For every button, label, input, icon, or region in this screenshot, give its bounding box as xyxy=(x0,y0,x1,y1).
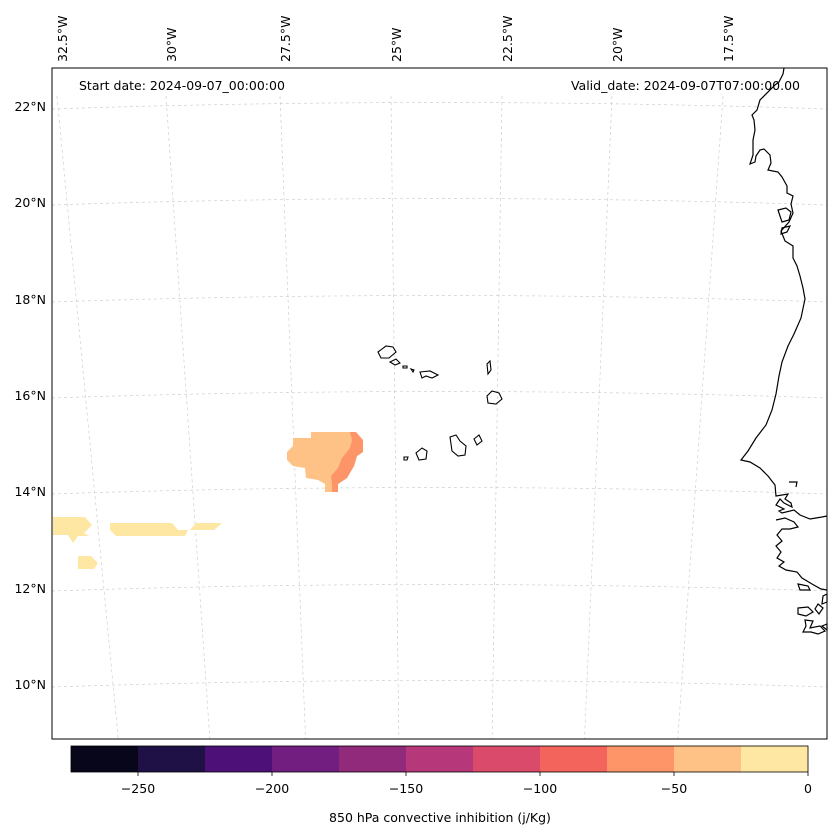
coastline-main xyxy=(739,67,828,520)
island-sal xyxy=(486,359,492,376)
colorbar-tick-label: −150 xyxy=(389,781,423,796)
colorbar-segment xyxy=(138,746,206,772)
parallel-line xyxy=(51,487,828,495)
island-sao-vicente xyxy=(388,358,401,366)
cape-verde-islands xyxy=(377,345,503,461)
colorbar-segment xyxy=(473,746,541,772)
map-border xyxy=(51,67,828,740)
lon-tick-label: 25°W xyxy=(389,27,404,62)
colorbar-segment xyxy=(540,746,608,772)
lon-tick-label: 27.5°W xyxy=(278,16,293,62)
cin-patch-west-1 xyxy=(53,517,92,543)
cin-patch-west-2 xyxy=(110,523,222,536)
colorbar-segment xyxy=(205,746,273,772)
parallel-line xyxy=(51,198,828,206)
meridian-line xyxy=(56,95,119,740)
colorbar-segment xyxy=(71,746,139,772)
island-santa-luzia xyxy=(402,365,408,369)
island-santiago xyxy=(449,434,467,457)
colorbar-tick-label: 0 xyxy=(804,781,812,796)
colorbar-segment xyxy=(272,746,340,772)
island-boa-vista xyxy=(486,390,503,405)
parallel-line xyxy=(51,295,828,303)
meridian-line xyxy=(279,95,306,740)
lon-tick-label: 20°W xyxy=(610,27,625,62)
lon-tick-label: 32.5°W xyxy=(55,16,70,62)
lat-tick-label: 16°N xyxy=(14,388,46,403)
cin-patch-west-3 xyxy=(78,556,98,569)
lon-tick-label: 30°W xyxy=(164,27,179,62)
colorbar xyxy=(70,745,809,776)
colorbar-label: 850 hPa convective inhibition (j/Kg) xyxy=(329,810,551,825)
island-fogo xyxy=(415,447,428,461)
cin-patch-central-core xyxy=(331,432,363,492)
colorbar-segment xyxy=(339,746,407,772)
island-maio xyxy=(473,434,483,446)
island-santo-antao xyxy=(377,345,397,359)
lat-tick-label: 12°N xyxy=(14,581,46,596)
meridian-line xyxy=(165,95,211,740)
lat-tick-label: 20°N xyxy=(14,195,46,210)
map-background xyxy=(52,68,827,739)
colorbar-tick-labels: −250 −200 −150 −100 −50 0 xyxy=(121,781,812,796)
start-date-annotation: Start date: 2024-09-07_00:00:00 xyxy=(79,78,285,93)
meridian-line xyxy=(677,95,724,740)
graticule xyxy=(51,95,828,740)
parallel-line xyxy=(51,102,828,110)
lat-tick-label: 18°N xyxy=(14,292,46,307)
meridian-line xyxy=(390,95,400,740)
lon-tick-label: 17.5°W xyxy=(721,16,736,62)
longitude-tick-labels: 32.5°W 30°W 27.5°W 25°W 22.5°W 20°W 17.5… xyxy=(55,16,736,62)
cin-field xyxy=(53,432,363,569)
lat-tick-label: 14°N xyxy=(14,484,46,499)
colorbar-segment xyxy=(607,746,675,772)
colorbar-tick-label: −250 xyxy=(121,781,155,796)
lat-tick-label: 10°N xyxy=(14,677,46,692)
meridian-line xyxy=(491,95,503,740)
lon-tick-label: 22.5°W xyxy=(500,16,515,62)
colorbar-segment xyxy=(741,746,809,772)
meridian-line xyxy=(584,95,613,740)
colorbar-tick-label: −100 xyxy=(523,781,557,796)
parallel-line xyxy=(51,391,828,399)
latitude-tick-labels: 22°N 20°N 18°N 16°N 14°N 12°N 10°N xyxy=(14,99,46,692)
coastline-canary-west-sahara xyxy=(777,207,792,235)
colorbar-tick-label: −50 xyxy=(661,781,687,796)
parallel-line xyxy=(51,584,828,592)
island-sao-nicolau xyxy=(409,367,440,379)
african-coastline xyxy=(739,67,828,635)
valid-date-annotation: Valid_date: 2024-09-07T07:00:00.00 xyxy=(571,78,800,93)
colorbar-tick-label: −200 xyxy=(255,781,289,796)
colorbar-frame xyxy=(70,745,809,773)
colorbar-segment xyxy=(674,746,742,772)
lat-tick-label: 22°N xyxy=(14,99,46,114)
island-brava xyxy=(403,456,409,461)
colorbar-segment xyxy=(406,746,474,772)
parallel-line xyxy=(51,680,828,688)
